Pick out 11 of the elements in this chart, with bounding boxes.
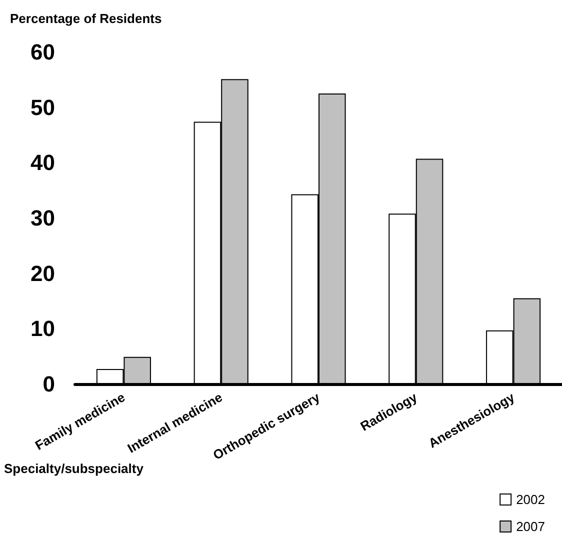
x-axis-title: Specialty/subspecialty [4, 461, 144, 476]
y-tick-label: 40 [30, 150, 55, 176]
y-tick-label: 30 [30, 206, 55, 230]
y-tick-label: 20 [30, 260, 55, 286]
y-axis-title: Percentage of Residents [10, 11, 162, 26]
y-tick-label: 50 [30, 94, 55, 120]
legend-label: 2007 [516, 519, 545, 534]
y-tick-label: 60 [30, 40, 55, 64]
y-tick-label: 0 [42, 372, 55, 396]
y-tick-label: 10 [30, 316, 55, 342]
legend-label: 2002 [516, 492, 545, 507]
